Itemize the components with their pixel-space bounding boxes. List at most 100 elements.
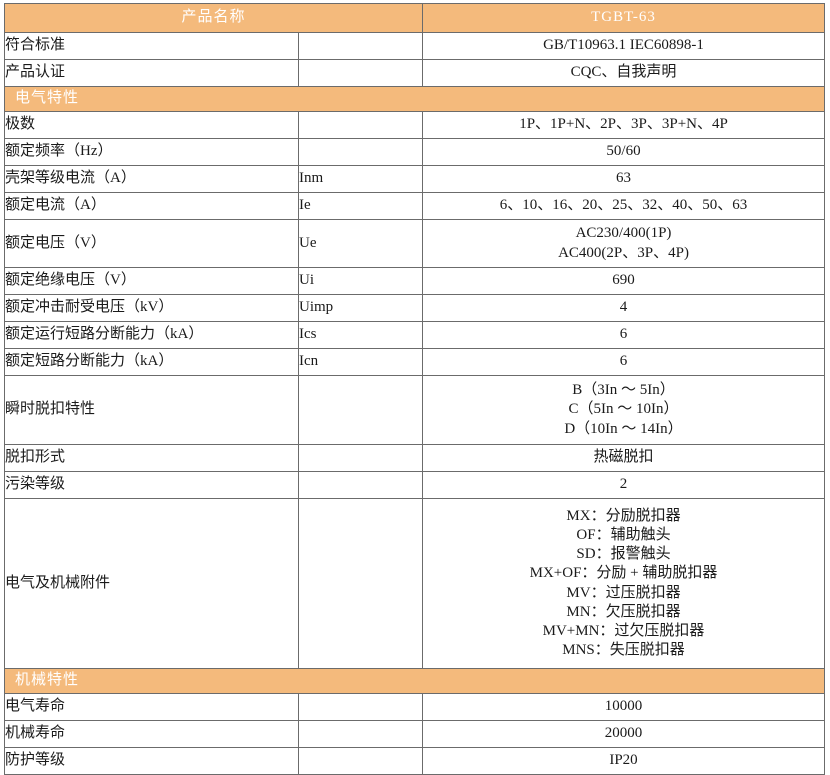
row-value-line: 6、10、16、20、25、32、40、50、63	[499, 197, 748, 214]
row-value: 6	[422, 321, 826, 349]
row-parameter-label: 电气寿命	[4, 693, 299, 721]
row-symbol	[297, 720, 424, 748]
row-value-line: MN：欠压脱扣器	[566, 603, 681, 620]
table-row: 额定短路分断能力（kA） Icn 6	[4, 348, 826, 376]
row-value-line: 热磁脱扣	[593, 449, 654, 466]
row-value-line: MX+OF：分励 + 辅助脱扣器	[529, 565, 718, 582]
row-value: 690	[422, 267, 826, 295]
row-value-line: SD：报警触头	[576, 546, 671, 563]
row-value: 20000	[422, 720, 826, 748]
row-symbol	[297, 59, 424, 87]
row-parameter-label: 电气及机械附件	[4, 498, 299, 669]
row-symbol	[297, 32, 424, 60]
table-row: 脱扣形式 热磁脱扣	[4, 444, 826, 472]
section-title: 电气特性	[3, 86, 826, 112]
row-symbol	[297, 111, 424, 139]
row-value-line: 20000	[604, 725, 643, 742]
row-parameter-label: 额定绝缘电压（V）	[4, 267, 299, 295]
product-specification-table: 产品名称 TGBT-63 符合标准 GB/T10963.1 IEC60898-1 产品认…	[3, 3, 826, 775]
row-parameter-label: 瞬时脱扣特性	[4, 375, 299, 445]
row-value-line: AC400(2P、3P、4P)	[558, 244, 689, 261]
section-header-row-electrical: 电气特性	[3, 86, 826, 112]
row-parameter-label: 额定短路分断能力（kA）	[4, 348, 299, 376]
row-value-line: OF：辅助触头	[576, 526, 671, 543]
row-symbol: Ics	[297, 321, 424, 349]
row-symbol: Inm	[297, 165, 424, 193]
row-parameter-label: 壳架等级电流（A）	[4, 165, 299, 193]
row-symbol	[297, 375, 424, 445]
row-parameter-label: 额定运行短路分断能力（kA）	[4, 321, 299, 349]
table-row: 额定电流（A） Ie 6、10、16、20、25、32、40、50、63	[4, 192, 826, 220]
row-value-line: 6	[619, 326, 628, 343]
row-value: 6、10、16、20、25、32、40、50、63	[422, 192, 826, 220]
row-parameter-label: 脱扣形式	[4, 444, 299, 472]
row-parameter-label: 机械寿命	[4, 720, 299, 748]
row-parameter-label: 额定电流（A）	[4, 192, 299, 220]
row-parameter-label: 极数	[4, 111, 299, 139]
row-symbol	[297, 747, 424, 775]
row-value: 4	[422, 294, 826, 322]
header-param-label: 产品名称	[3, 3, 424, 33]
row-value: 1P、1P+N、2P、3P、3P+N、4P	[422, 111, 826, 139]
row-value: CQC、自我声明	[422, 59, 826, 87]
row-value-line: GB/T10963.1 IEC60898-1	[543, 37, 704, 54]
row-value-line: MV：过压脱扣器	[566, 584, 681, 601]
row-symbol: Ue	[297, 219, 424, 268]
row-parameter-label: 防护等级	[4, 747, 299, 775]
row-symbol	[297, 444, 424, 472]
row-value-line: CQC、自我声明	[570, 64, 677, 81]
row-value-line: 4	[619, 299, 628, 316]
row-value: AC230/400(1P) AC400(2P、3P、4P)	[422, 219, 826, 268]
row-parameter-label: 额定冲击耐受电压（kV）	[4, 294, 299, 322]
row-value-line: 690	[612, 272, 635, 289]
table-header-row: 产品名称 TGBT-63	[3, 3, 826, 33]
row-value-line: 63	[616, 170, 632, 187]
row-parameter-label: 额定电压（V）	[4, 219, 299, 268]
row-value: 63	[422, 165, 826, 193]
row-value: 6	[422, 348, 826, 376]
row-symbol: Icn	[297, 348, 424, 376]
row-value-line: IP20	[609, 752, 638, 769]
table-row: 极数 1P、1P+N、2P、3P、3P+N、4P	[4, 111, 826, 139]
row-symbol: Ui	[297, 267, 424, 295]
table-row: 额定频率（Hz） 50/60	[4, 138, 826, 166]
spec-table-body: 产品名称 TGBT-63 符合标准 GB/T10963.1 IEC60898-1 产品认…	[3, 3, 826, 775]
section-header-row-mechanical: 机械特性	[3, 668, 826, 694]
row-value: 10000	[422, 693, 826, 721]
row-value-line: C（5In ～ 10In）	[568, 401, 679, 418]
table-row: 额定运行短路分断能力（kA） Ics 6	[4, 321, 826, 349]
table-row: 电气寿命 10000	[4, 693, 826, 721]
row-symbol	[297, 471, 424, 499]
row-value: MX：分励脱扣器 OF：辅助触头 SD：报警触头 MX+OF：分励 + 辅助脱扣器 MV…	[422, 498, 826, 669]
row-value-line: 10000	[604, 698, 643, 715]
row-value-line: B（3In ～ 5In）	[572, 382, 675, 399]
spec-table-container: 产品名称 TGBT-63 符合标准 GB/T10963.1 IEC60898-1 产品认…	[3, 3, 826, 775]
table-row: 瞬时脱扣特性 B（3In ～ 5In） C（5In ～ 10In） D（10In ～ …	[4, 375, 826, 445]
table-row: 额定绝缘电压（V） Ui 690	[4, 267, 826, 295]
table-row: 壳架等级电流（A） Inm 63	[4, 165, 826, 193]
table-row: 额定冲击耐受电压（kV） Uimp 4	[4, 294, 826, 322]
row-value-line: MX：分励脱扣器	[566, 507, 681, 524]
section-title: 机械特性	[3, 668, 826, 694]
row-value-line: 1P、1P+N、2P、3P、3P+N、4P	[519, 116, 728, 133]
row-symbol	[297, 693, 424, 721]
table-row: 机械寿命 20000	[4, 720, 826, 748]
table-row: 产品认证 CQC、自我声明	[4, 59, 826, 87]
table-row: 防护等级 IP20	[4, 747, 826, 775]
row-symbol	[297, 498, 424, 669]
row-value: B（3In ～ 5In） C（5In ～ 10In） D（10In ～ 14In）	[422, 375, 826, 445]
row-value: 50/60	[422, 138, 826, 166]
row-value-line: D（10In ～ 14In）	[564, 420, 683, 437]
row-parameter-label: 污染等级	[4, 471, 299, 499]
row-symbol	[297, 138, 424, 166]
row-value-line: AC230/400(1P)	[575, 225, 672, 242]
row-parameter-label: 符合标准	[4, 32, 299, 60]
row-value-line: 50/60	[606, 143, 641, 160]
row-symbol: Ie	[297, 192, 424, 220]
row-value-line: 6	[619, 353, 628, 370]
row-value: 热磁脱扣	[422, 444, 826, 472]
header-product-name: TGBT-63	[422, 3, 826, 33]
table-row: 污染等级 2	[4, 471, 826, 499]
row-parameter-label: 额定频率（Hz）	[4, 138, 299, 166]
row-value-line: MV+MN：过欠压脱扣器	[542, 622, 705, 639]
